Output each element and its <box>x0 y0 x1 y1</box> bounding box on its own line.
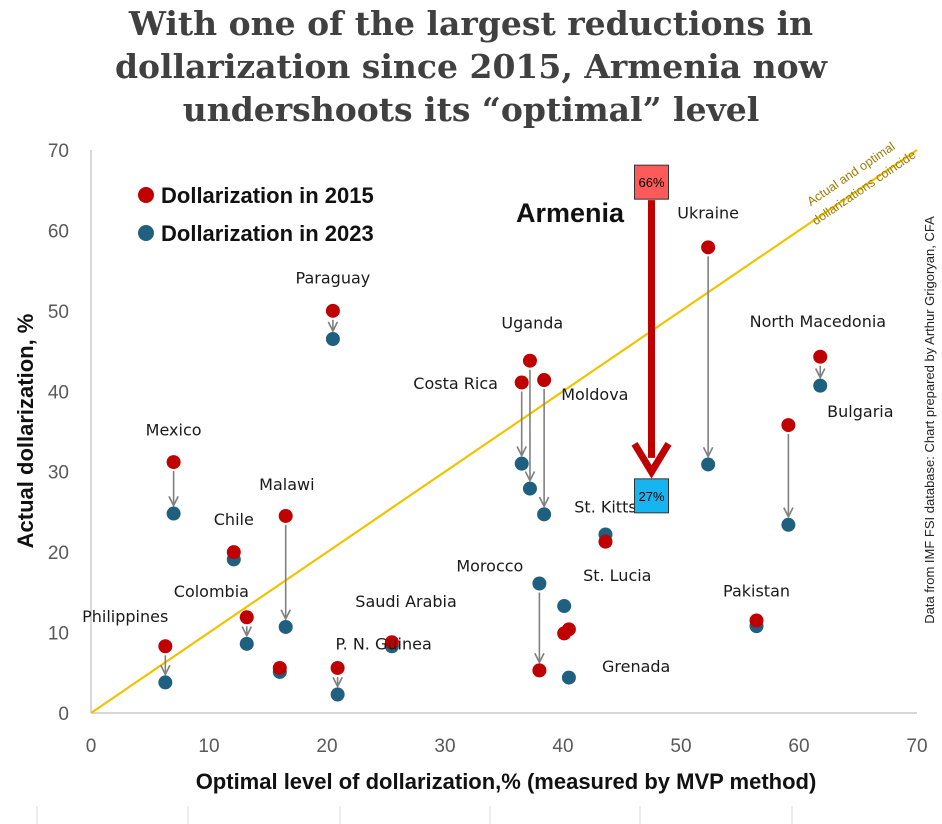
data-points <box>158 240 828 702</box>
point-2023 <box>514 456 529 471</box>
country-label: St. Lucia <box>583 566 651 585</box>
country-label: Bulgaria <box>827 402 893 421</box>
x-tick-label: 50 <box>670 736 691 757</box>
point-2015 <box>166 455 181 470</box>
country-label: P. N. Guinea <box>336 634 432 653</box>
point-2023 <box>561 670 576 685</box>
country-label: Ukraine <box>677 203 739 222</box>
point-2015 <box>330 660 345 675</box>
change-arrows <box>165 256 820 686</box>
point-2023 <box>537 507 552 522</box>
country-label: Moldova <box>561 385 628 404</box>
legend-label: Dollarization in 2023 <box>161 221 374 246</box>
point-2015 <box>272 660 287 675</box>
point-2023 <box>532 576 547 591</box>
legend-marker <box>138 225 154 241</box>
y-tick-label: 10 <box>48 624 69 645</box>
x-tick-label: 70 <box>906 736 927 757</box>
point-2015 <box>278 508 293 523</box>
country-label: Mexico <box>146 421 202 440</box>
x-tick-label: 40 <box>552 736 573 757</box>
point-2023 <box>557 599 572 614</box>
y-tick-label: 20 <box>48 543 69 564</box>
point-2023 <box>701 457 716 472</box>
chart-title: With one of the largest reductions in do… <box>0 2 942 131</box>
country-label: Philippines <box>82 607 168 626</box>
source-note: Data from IMF FSI database: Chart prepar… <box>922 216 937 624</box>
country-labels: Mexico Chile Colombia Philippines Malawi Para… <box>82 203 893 676</box>
country-label: Chile <box>214 510 254 529</box>
country-label: Colombia <box>174 582 249 601</box>
chart-title-line-2: dollarization since 2015, Armenia now <box>114 47 828 86</box>
point-2015 <box>325 303 340 318</box>
armenia-arrow-head <box>631 442 672 479</box>
x-tick-label: 30 <box>434 736 455 757</box>
point-2015 <box>781 418 796 433</box>
y-tick-label: 30 <box>48 463 69 484</box>
y-tick-label: 50 <box>48 302 69 323</box>
point-2023 <box>158 675 173 690</box>
point-2023 <box>325 332 340 347</box>
armenia-2023-value: 27% <box>638 489 664 504</box>
x-tick-label: 20 <box>316 736 337 757</box>
parity-line <box>90 149 918 714</box>
country-label: Morocco <box>456 556 523 575</box>
y-tick-label: 40 <box>48 382 69 403</box>
point-2015 <box>239 610 254 625</box>
chart-title-line-3: undershoots its “optimal” level <box>182 90 760 129</box>
point-2015 <box>226 545 241 560</box>
point-2015 <box>749 613 764 628</box>
point-2015 <box>813 349 828 364</box>
point-2023 <box>522 481 537 496</box>
country-label: Paraguay <box>296 269 371 288</box>
country-label: North Macedonia <box>750 312 886 331</box>
country-label: Malawi <box>259 475 314 494</box>
x-tick-label: 0 <box>86 736 97 757</box>
armenia-label: Armenia <box>516 198 625 228</box>
legend-label: Dollarization in 2015 <box>161 183 374 208</box>
point-2023 <box>239 636 254 651</box>
y-tick-label: 60 <box>48 221 69 242</box>
point-2023 <box>813 378 828 393</box>
armenia-2023-box <box>634 478 669 514</box>
point-2023 <box>330 687 345 702</box>
x-axis-title: Optimal level of dollarization,% (measur… <box>196 769 817 794</box>
point-2015 <box>598 534 613 549</box>
country-label: Costa Rica <box>413 374 498 393</box>
point-2015 <box>158 639 173 654</box>
chart-title-line-1: With one of the largest reductions in <box>128 4 814 43</box>
point-2015 <box>561 622 576 637</box>
point-2015 <box>522 353 537 368</box>
country-label: St. Kitts <box>574 498 636 517</box>
point-2023 <box>781 517 796 532</box>
country-label: Grenada <box>602 657 670 676</box>
armenia-highlight: 66% 27% Armenia <box>516 164 672 514</box>
y-axis-title: Actual dollarization, % <box>13 314 38 549</box>
country-label: Uganda <box>501 314 563 333</box>
armenia-2015-value: 66% <box>638 175 664 190</box>
point-2015 <box>514 375 529 390</box>
legend: Dollarization in 2015 Dollarization in 20… <box>138 183 374 246</box>
point-2023 <box>278 619 293 634</box>
point-2015 <box>537 373 552 388</box>
point-2015 <box>701 240 716 255</box>
axes: 0 10 20 30 40 50 60 70 0 10 20 30 40 50 60 70 <box>36 141 928 824</box>
x-tick-label: 10 <box>198 736 219 757</box>
point-2015 <box>384 635 399 650</box>
point-2023 <box>166 506 181 521</box>
y-tick-label: 0 <box>58 704 69 725</box>
country-label: Saudi Arabia <box>355 592 457 611</box>
x-tick-label: 60 <box>788 736 809 757</box>
legend-marker <box>138 187 154 203</box>
point-2015 <box>532 663 547 678</box>
country-label: Pakistan <box>723 581 790 600</box>
armenia-2015-box <box>634 164 669 200</box>
y-tick-label: 70 <box>48 141 69 162</box>
